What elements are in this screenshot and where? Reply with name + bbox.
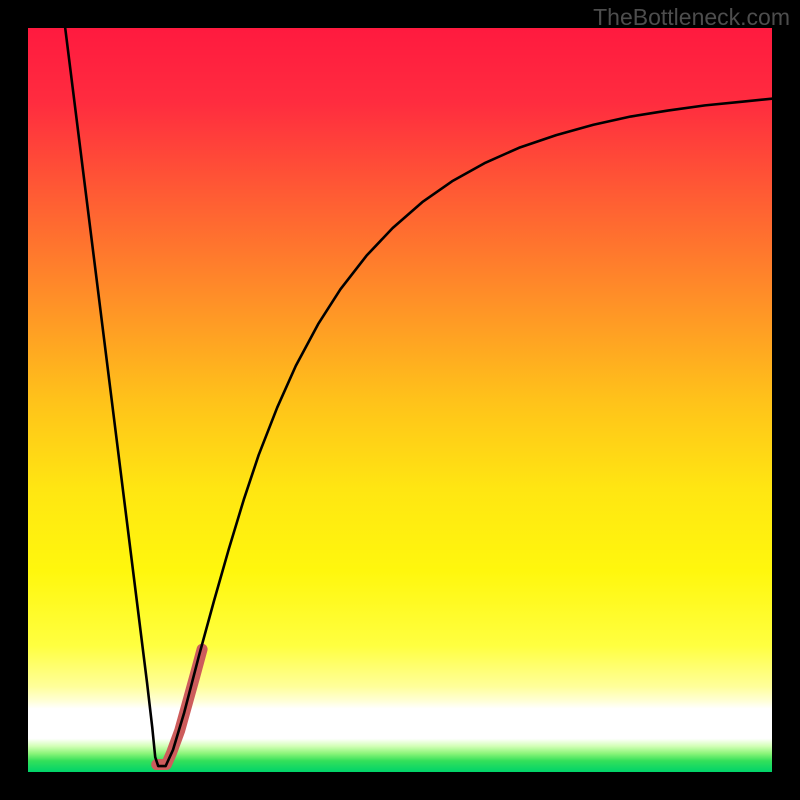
chart-stage: TheBottleneck.com (0, 0, 800, 800)
gradient-background (28, 28, 772, 772)
plot-frame (28, 28, 772, 772)
watermark-text: TheBottleneck.com (593, 4, 790, 31)
plot-svg (28, 28, 772, 772)
